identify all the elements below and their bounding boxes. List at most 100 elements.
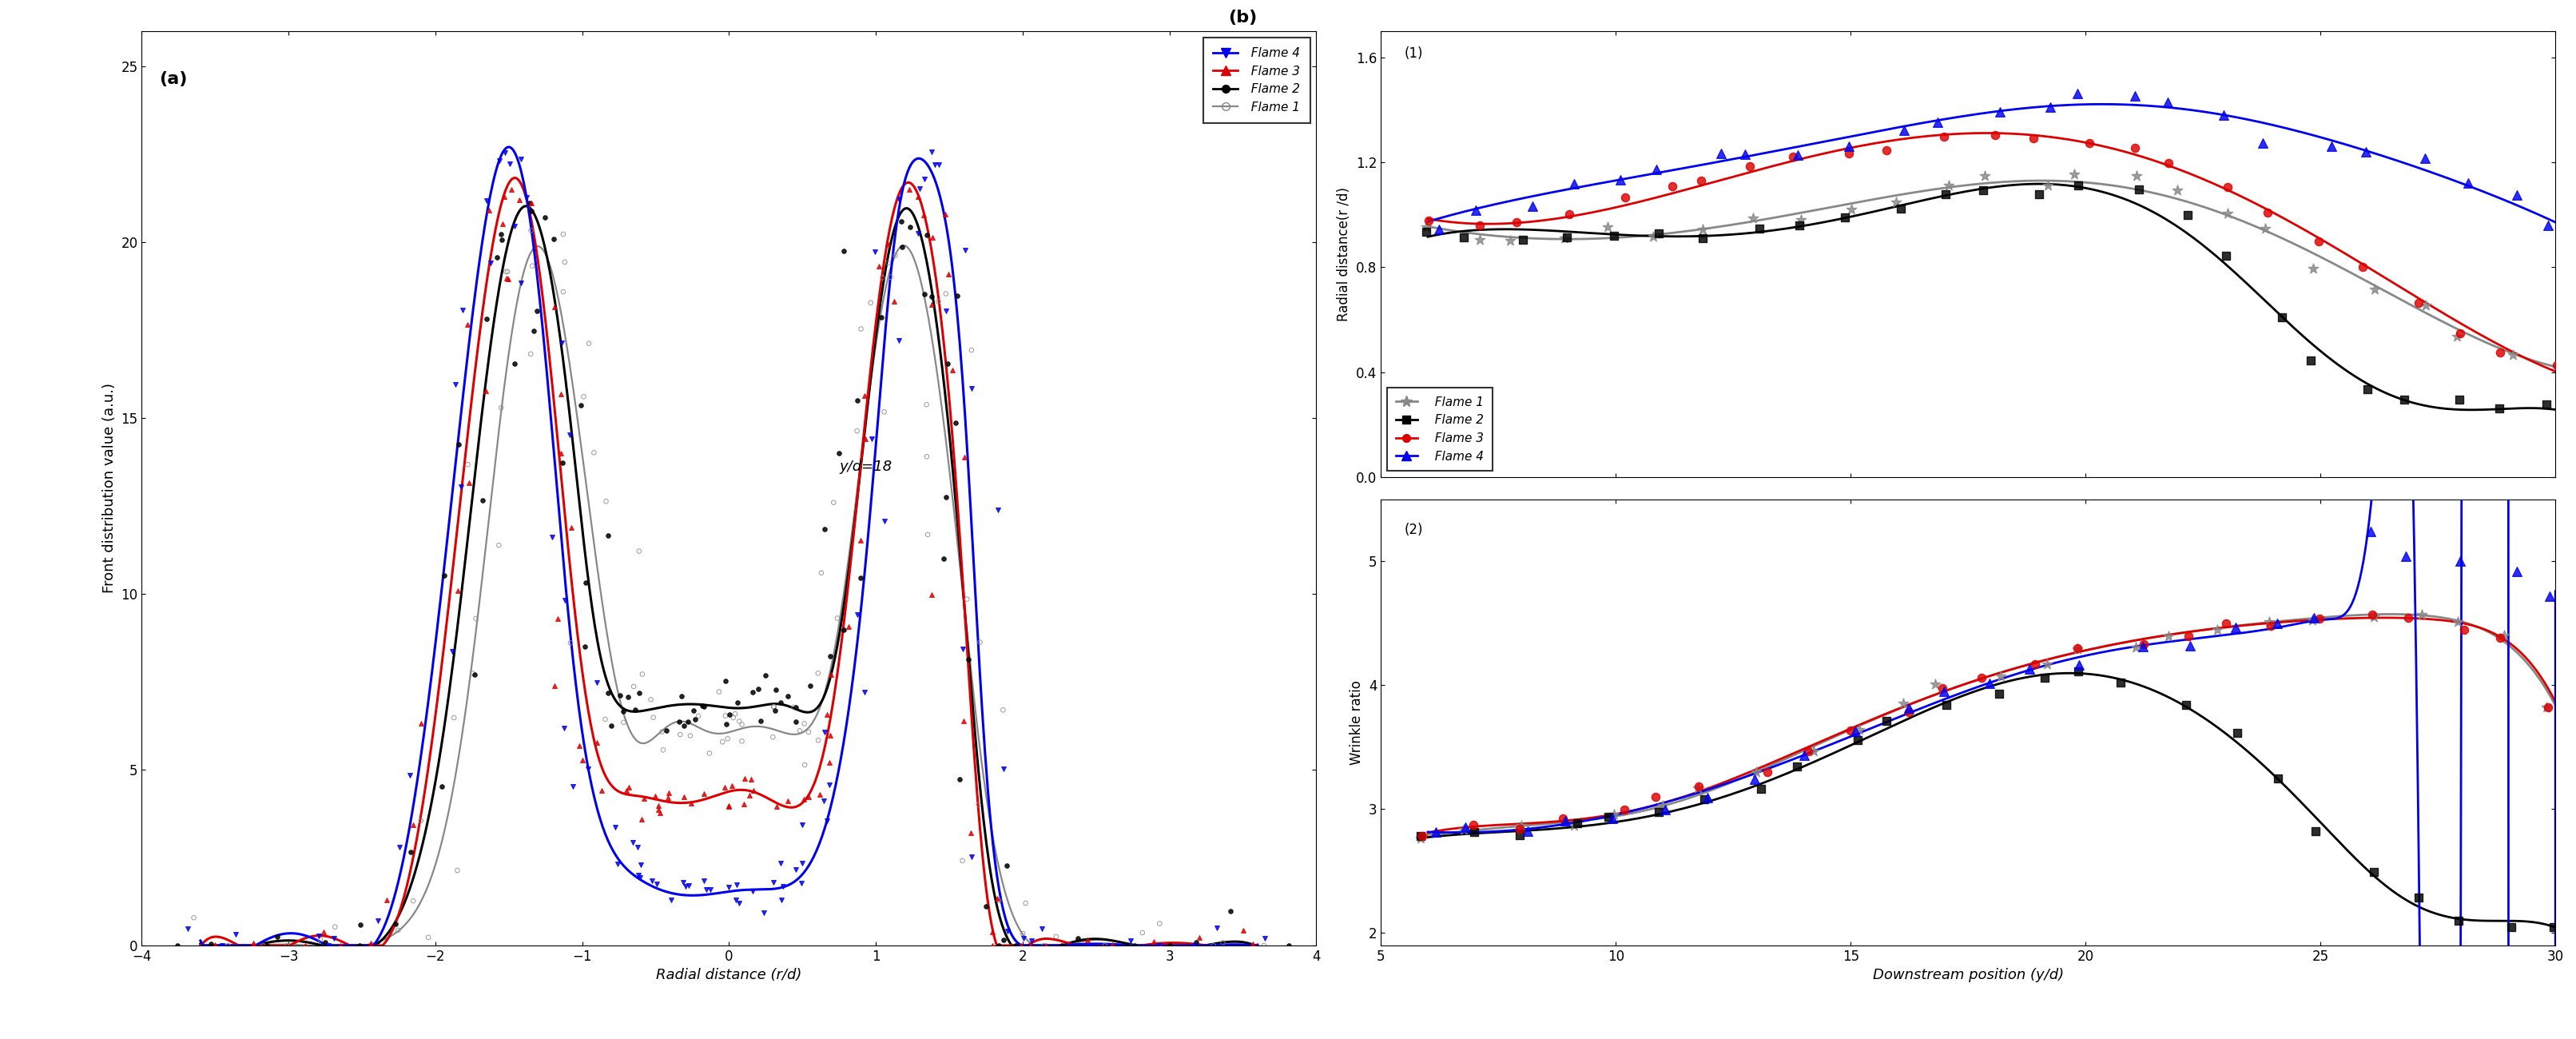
Point <box>1092 936 1133 953</box>
Point <box>1880 201 1922 217</box>
Point <box>559 737 600 753</box>
Point <box>804 723 845 740</box>
Text: (b): (b) <box>1229 9 1257 25</box>
Point <box>340 916 381 933</box>
Point <box>721 716 762 732</box>
Point <box>448 456 489 473</box>
Point <box>1677 778 1718 795</box>
Point <box>2385 549 2427 565</box>
Point <box>773 699 814 716</box>
Point <box>1829 137 1870 154</box>
Point <box>2447 175 2488 191</box>
Point <box>752 874 793 890</box>
Point <box>2012 130 2053 146</box>
Point <box>1922 681 1963 697</box>
Point <box>943 449 984 465</box>
Point <box>1193 937 1234 954</box>
Point <box>1777 217 1819 234</box>
Point <box>585 494 626 510</box>
Point <box>2014 656 2056 672</box>
Point <box>737 681 778 697</box>
Point <box>1960 669 2002 686</box>
Point <box>716 891 757 908</box>
X-axis label: Radial distance (r/d): Radial distance (r/d) <box>657 968 801 983</box>
Point <box>837 392 878 408</box>
Point <box>2020 186 2061 203</box>
Point <box>698 684 739 700</box>
Point <box>2295 823 2336 840</box>
Point <box>927 266 969 283</box>
Point <box>631 873 672 889</box>
Point <box>407 929 448 945</box>
Point <box>1133 933 1175 950</box>
Point <box>1409 213 1450 230</box>
Point <box>2251 617 2293 634</box>
Point <box>479 225 520 242</box>
Point <box>778 722 819 739</box>
Point <box>2293 610 2334 627</box>
Point <box>1036 928 1077 944</box>
Legend:   Flame 4,   Flame 3,   Flame 2,   Flame 1: Flame 4, Flame 3, Flame 2, Flame 1 <box>1203 37 1311 123</box>
Point <box>2478 400 2519 417</box>
Point <box>935 415 976 431</box>
Point <box>314 930 355 947</box>
Point <box>662 874 703 890</box>
Point <box>201 937 242 954</box>
Point <box>907 527 948 543</box>
Point <box>495 355 536 372</box>
Point <box>1592 810 1633 827</box>
Point <box>2244 220 2285 237</box>
Point <box>922 551 963 567</box>
Point <box>925 286 966 302</box>
Point <box>938 287 979 303</box>
Point <box>912 296 953 313</box>
Point <box>672 702 714 719</box>
Point <box>433 710 474 726</box>
Point <box>1595 806 1636 823</box>
Point <box>564 575 605 591</box>
Point <box>608 689 649 705</box>
Point <box>531 529 572 545</box>
Point <box>817 610 858 627</box>
Point <box>634 789 675 805</box>
Point <box>1723 145 1765 162</box>
Point <box>1543 230 1584 246</box>
Point <box>2058 657 2099 673</box>
Point <box>889 181 930 197</box>
Point <box>616 701 657 718</box>
Point <box>708 879 750 896</box>
Point <box>719 896 760 912</box>
Point <box>484 264 526 281</box>
Point <box>247 937 289 954</box>
Point <box>1414 824 1455 841</box>
Point <box>636 876 677 893</box>
Point <box>1419 220 1461 237</box>
Point <box>482 232 523 248</box>
Point <box>2249 613 2290 630</box>
Point <box>319 937 361 954</box>
Point <box>567 761 608 777</box>
Point <box>1556 816 1597 832</box>
Point <box>863 513 904 530</box>
Point <box>1600 171 1641 188</box>
Point <box>755 682 796 698</box>
Point <box>1595 228 1636 244</box>
Point <box>703 779 744 796</box>
Point <box>399 812 440 829</box>
Point <box>775 861 817 878</box>
Point <box>1651 178 1692 194</box>
Point <box>768 688 809 704</box>
Point <box>729 771 770 788</box>
Point <box>1507 823 1548 840</box>
Point <box>744 667 786 684</box>
Point <box>562 752 603 769</box>
Point <box>706 716 747 732</box>
Point <box>286 937 327 954</box>
Point <box>1837 731 1878 748</box>
Point <box>2058 663 2099 680</box>
Point <box>1139 937 1180 954</box>
Point <box>484 144 526 161</box>
Point <box>456 610 497 627</box>
Point <box>1605 189 1646 206</box>
Point <box>469 255 510 271</box>
